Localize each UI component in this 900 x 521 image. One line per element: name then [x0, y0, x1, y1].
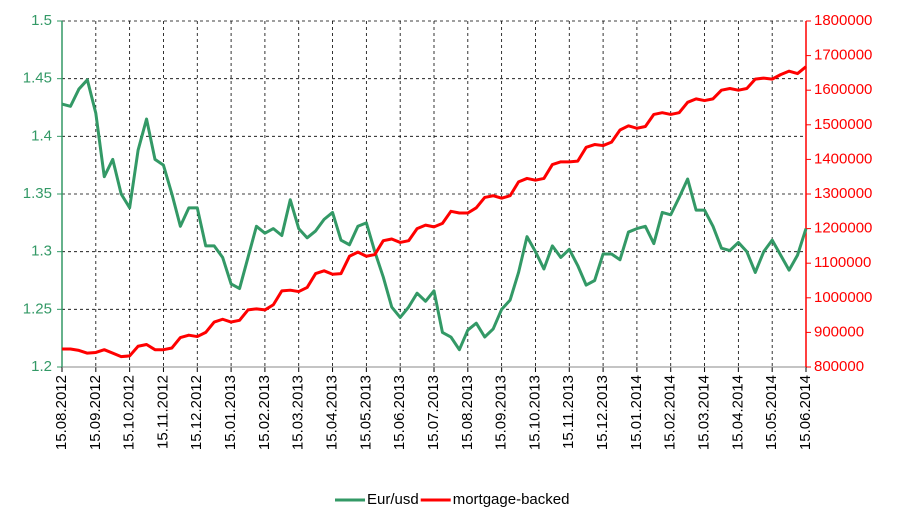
x-tick-label: 15.11.2013	[560, 375, 577, 449]
x-tick-label: 15.03.2013	[290, 375, 307, 450]
x-tick-label: 15.09.2013	[493, 375, 510, 450]
x-tick-label: 15.09.2012	[87, 375, 104, 450]
series-line	[61, 78, 808, 352]
y-tick-label: 1.2	[31, 358, 52, 375]
x-tick-label: 15.02.2013	[256, 375, 273, 450]
y2-tick-label: 1400000	[814, 150, 872, 167]
x-tick-label: 15.04.2014	[729, 375, 746, 450]
y-tick-label: 1.4	[31, 127, 52, 144]
y-tick-label: 1.3	[31, 243, 52, 260]
x-tick-label: 15.02.2014	[662, 375, 679, 450]
x-tick-label: 15.05.2014	[763, 375, 780, 450]
x-tick-label: 15.08.2012	[53, 375, 70, 450]
y2-tick-label: 1600000	[814, 81, 872, 98]
y-tick-label: 1.35	[23, 185, 52, 202]
x-tick-label: 15.05.2013	[357, 375, 374, 450]
y2-tick-label: 1500000	[814, 116, 872, 133]
y-tick-label: 1.25	[23, 300, 52, 317]
y2-tick-label: 1700000	[814, 47, 872, 64]
x-tick-label: 15.06.2014	[797, 375, 814, 450]
series-line	[62, 65, 807, 359]
x-tick-label: 15.10.2013	[526, 375, 543, 450]
y2-tick-label: 800000	[814, 358, 864, 375]
x-tick-label: 15.06.2013	[391, 375, 408, 450]
legend-label: Eur/usd	[367, 491, 419, 508]
x-tick-label: 15.01.2014	[628, 375, 645, 450]
x-tick-label: 15.10.2012	[121, 375, 138, 450]
y2-tick-label: 1300000	[814, 185, 872, 202]
x-tick-label: 15.08.2013	[459, 375, 476, 450]
y-tick-label: 1.5	[31, 12, 52, 29]
x-tick-label: 15.12.2012	[188, 375, 205, 450]
y2-tick-label: 1100000	[814, 254, 871, 271]
y2-tick-label: 1000000	[814, 289, 872, 306]
legend-label: mortgage-backed	[453, 491, 570, 508]
x-tick-label: 15.03.2014	[696, 375, 713, 450]
x-tick-label: 15.12.2013	[594, 375, 611, 450]
y2-tick-label: 1200000	[814, 220, 872, 237]
y2-tick-label: 900000	[814, 323, 864, 340]
y2-tick-label: 1800000	[814, 12, 872, 29]
x-tick-label: 15.07.2013	[425, 375, 442, 450]
y-tick-label: 1.45	[23, 70, 52, 87]
x-tick-label: 15.11.2012	[154, 375, 171, 449]
x-tick-label: 15.04.2013	[324, 375, 341, 450]
x-tick-label: 15.01.2013	[222, 375, 239, 450]
